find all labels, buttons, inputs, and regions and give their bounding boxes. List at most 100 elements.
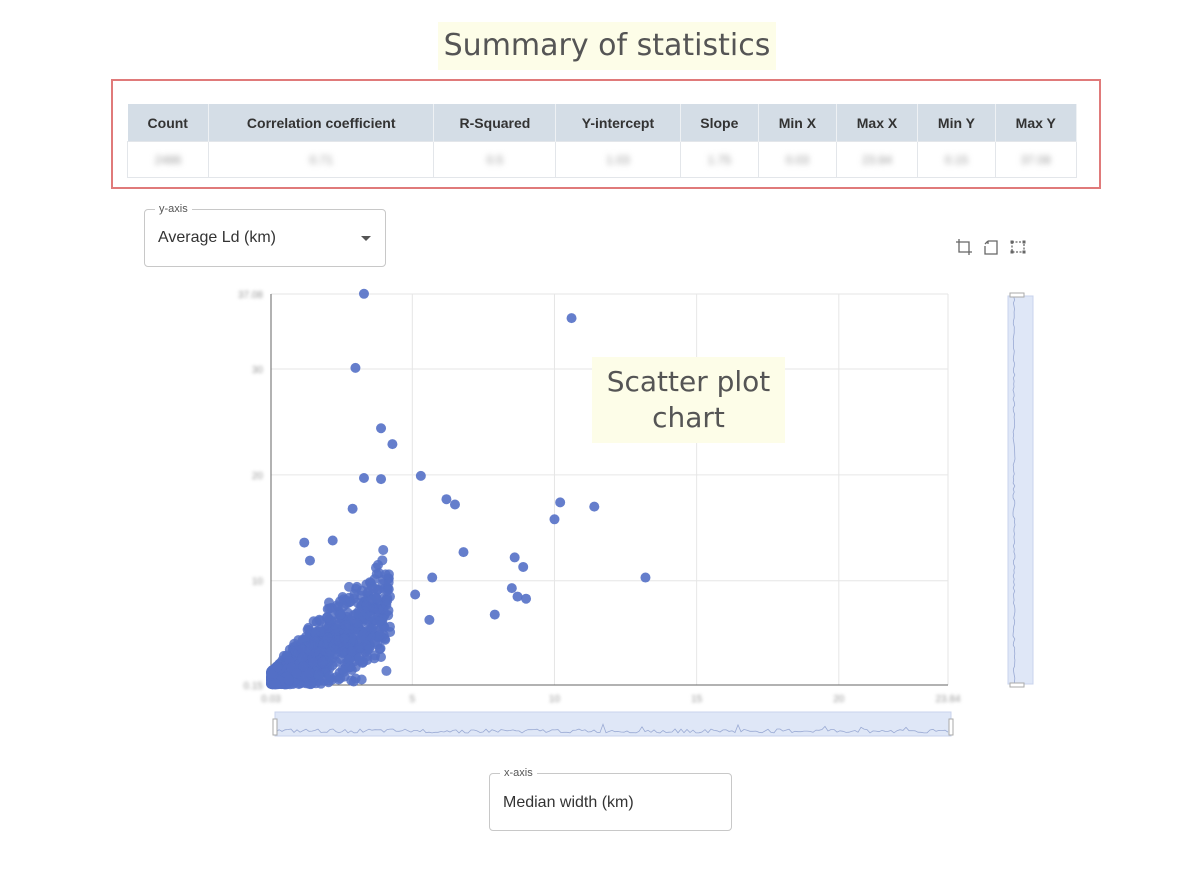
- scatter-point: [291, 668, 302, 679]
- zoom-icon[interactable]: [955, 238, 973, 256]
- x-tick-label: 20: [833, 694, 845, 705]
- x-axis-select[interactable]: x-axis Median width (km): [489, 766, 732, 831]
- scatter-point: [347, 503, 358, 514]
- scatter-point: [314, 614, 325, 625]
- value-r-squared: 0.5: [433, 141, 557, 178]
- chart-points: [266, 288, 651, 690]
- chart-ticks: 0.03 5 10 15 20 23.84 0.15 10 20 30 37.08: [238, 290, 961, 705]
- scatter-point: [509, 552, 520, 563]
- header-max-y: Max Y: [995, 104, 1078, 142]
- x-zoom-handle-left: [272, 718, 278, 736]
- header-min-x: Min X: [758, 104, 837, 142]
- header-slope: Slope: [680, 104, 760, 142]
- scatter-point: [521, 593, 532, 604]
- area-select-icon[interactable]: [1009, 238, 1027, 256]
- x-tick-label: 10: [549, 694, 561, 705]
- y-axis-select[interactable]: y-axis Average Ld (km): [144, 202, 386, 267]
- scatter-point: [358, 288, 369, 299]
- stats-value-row: 2486 0.71 0.5 1.03 1.75 0.03 23.84 0.15 …: [127, 141, 1078, 178]
- value-min-x: 0.03: [758, 141, 837, 178]
- scatter-point: [371, 593, 382, 604]
- x-tick-label: 15: [691, 694, 703, 705]
- x-axis-select-legend: x-axis: [500, 766, 537, 780]
- scatter-point: [382, 585, 393, 596]
- header-y-intercept: Y-intercept: [555, 104, 681, 142]
- scatter-point: [313, 669, 324, 680]
- scatter-point: [344, 662, 355, 673]
- scatter-point: [441, 494, 452, 505]
- scatter-point: [346, 646, 357, 657]
- scatter-point: [415, 470, 426, 481]
- header-max-x: Max X: [836, 104, 919, 142]
- scatter-point: [518, 561, 529, 572]
- scatter-point: [566, 313, 577, 324]
- scatter-point: [348, 676, 359, 687]
- scatter-point: [555, 497, 566, 508]
- value-max-x: 23.84: [835, 141, 919, 178]
- scatter-point: [315, 626, 326, 637]
- scatter-point: [317, 657, 328, 668]
- y-tick-label: 10: [252, 577, 264, 588]
- value-max-y: 37.08: [994, 141, 1078, 178]
- x-zoom-slider: [274, 711, 952, 737]
- scatter-point: [307, 640, 318, 651]
- scatter-point: [350, 362, 361, 373]
- y-zoom-handle-top: [1009, 292, 1025, 298]
- x-tick-label: 0.03: [261, 694, 281, 705]
- annotation-summary-title: Summary of statistics: [438, 22, 776, 70]
- scatter-point: [381, 665, 392, 676]
- scatter-point: [375, 629, 386, 640]
- header-min-y: Min Y: [917, 104, 996, 142]
- scatter-point: [338, 601, 349, 612]
- scatter-point: [322, 632, 333, 643]
- chart-toolbox: [955, 238, 1027, 256]
- stats-header-row: Count Correlation coefficient R-Squared …: [127, 104, 1078, 142]
- stats-highlight-frame: [111, 79, 1101, 189]
- scatter-point: [266, 668, 277, 679]
- scatter-point: [322, 612, 333, 623]
- zoom-reset-icon[interactable]: [982, 238, 1000, 256]
- x-zoom-handle-right: [948, 718, 954, 736]
- y-tick-label: 37.08: [238, 290, 263, 301]
- summary-stats-table: Count Correlation coefficient R-Squared …: [127, 104, 1078, 178]
- scatter-point: [370, 650, 381, 661]
- y-zoom-slider: [1007, 295, 1034, 685]
- scatter-point: [352, 597, 363, 608]
- scatter-point: [458, 547, 469, 558]
- value-count: 2486: [127, 141, 209, 178]
- chart-data-zoom[interactable]: [272, 292, 1034, 737]
- y-zoom-handle-bottom: [1009, 682, 1025, 688]
- scatter-point: [378, 544, 389, 555]
- scatter-point: [358, 611, 369, 622]
- x-zoom-sparkline: [274, 723, 949, 734]
- scatter-point: [304, 555, 315, 566]
- scatter-point: [337, 646, 348, 657]
- scatter-point: [324, 603, 335, 614]
- scatter-point: [376, 474, 387, 485]
- scatter-point: [358, 473, 369, 484]
- scatter-point: [374, 616, 385, 627]
- scatter-point: [330, 623, 341, 634]
- value-min-y: 0.15: [917, 141, 996, 178]
- value-y-intercept: 1.03: [555, 141, 681, 178]
- scatter-point: [297, 652, 308, 663]
- chevron-down-icon[interactable]: [361, 236, 371, 241]
- scatter-point: [323, 674, 334, 685]
- scatter-point: [549, 514, 560, 525]
- scatter-point: [489, 609, 500, 620]
- scatter-point: [360, 639, 371, 650]
- scatter-point: [340, 620, 351, 631]
- scatter-point: [283, 674, 294, 685]
- scatter-point: [352, 618, 363, 629]
- scatter-point: [358, 629, 369, 640]
- annotation-scatter-line1: Scatter plot: [606, 365, 771, 398]
- scatter-point: [380, 569, 391, 580]
- scatter-point: [383, 605, 394, 616]
- header-count: Count: [127, 104, 209, 142]
- scatter-point: [354, 652, 365, 663]
- header-r-squared: R-Squared: [433, 104, 557, 142]
- scatter-point: [410, 589, 421, 600]
- x-tick-label: 23.84: [935, 694, 960, 705]
- x-tick-label: 5: [410, 694, 416, 705]
